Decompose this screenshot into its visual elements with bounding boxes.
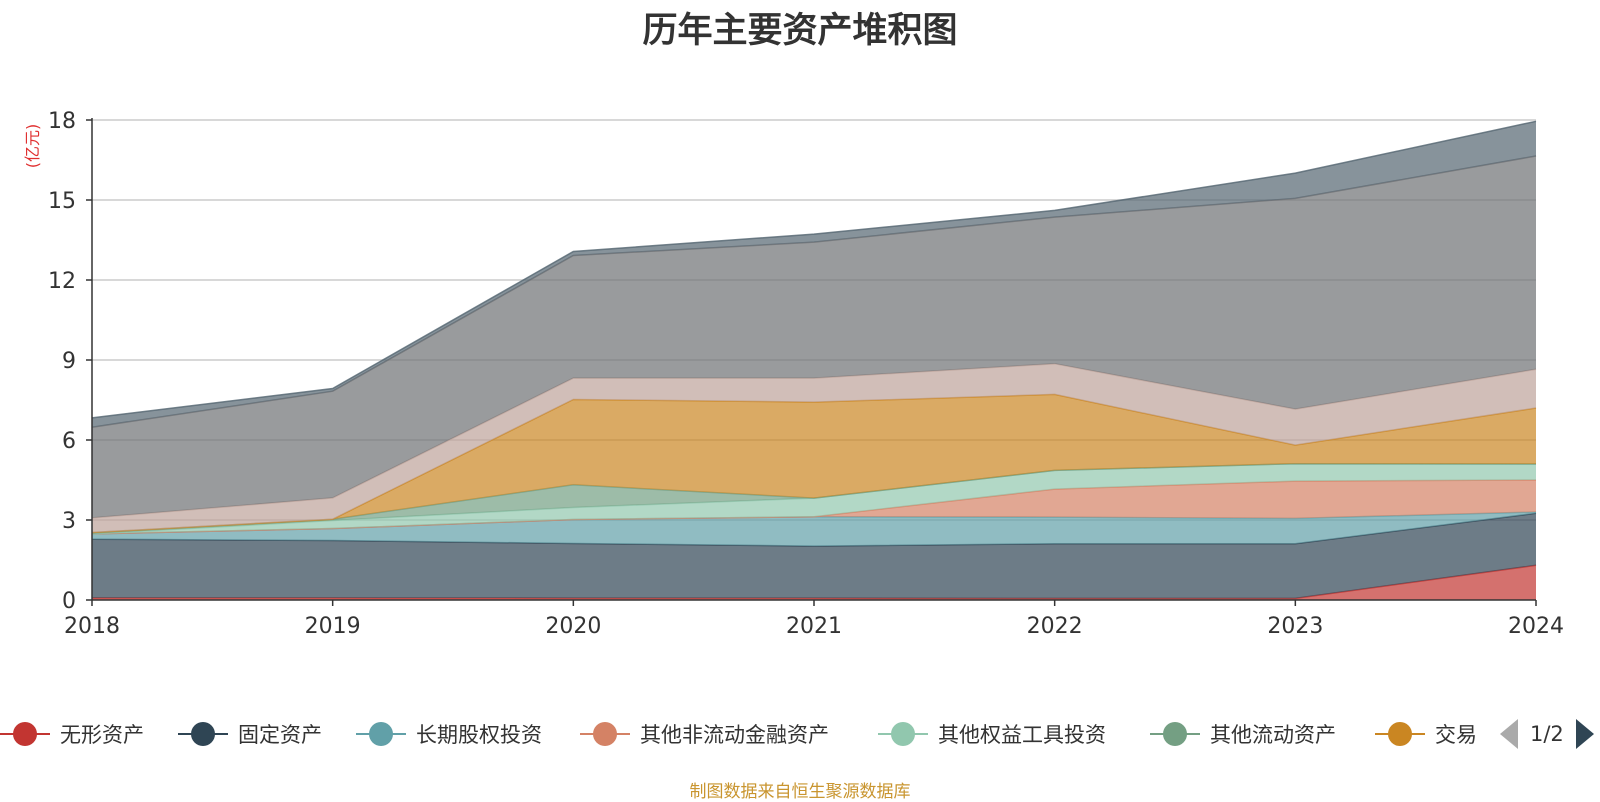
y-tick-label: 0	[62, 589, 76, 614]
chart-title: 历年主要资产堆积图	[642, 11, 958, 51]
x-tick-label: 2024	[1508, 614, 1564, 639]
legend-label: 长期股权投资	[416, 723, 542, 747]
legend-label: 其他非流动金融资产	[640, 723, 829, 747]
legend-next-page-icon[interactable]	[1575, 719, 1594, 749]
x-tick-label: 2021	[786, 614, 842, 639]
legend-dot-icon	[369, 722, 393, 746]
legend-prev-page-icon[interactable]	[1500, 719, 1518, 749]
legend-dot-icon	[1163, 722, 1187, 746]
x-tick-label: 2020	[545, 614, 601, 639]
x-tick-label: 2022	[1027, 614, 1083, 639]
data-source-note: 制图数据来自恒生聚源数据库	[689, 782, 911, 802]
legend-dot-icon	[13, 722, 37, 746]
x-tick-label: 2023	[1267, 614, 1323, 639]
y-tick-label: 6	[62, 429, 76, 454]
y-tick-label: 18	[48, 109, 76, 134]
x-tick-label: 2018	[64, 614, 120, 639]
legend-item-other-current-assets[interactable]: 其他流动资产	[1150, 718, 1336, 750]
area-series-2[interactable]	[92, 512, 1536, 547]
area-series-line-9	[91, 120, 1537, 419]
legend-dot-icon	[891, 722, 915, 746]
legend-item-long-term-equity[interactable]: 长期股权投资	[356, 718, 542, 750]
legend-dot-icon	[1388, 722, 1412, 746]
legend-label: 无形资产	[60, 723, 144, 747]
legend-pager: 1/2	[1500, 716, 1594, 752]
y-tick-label: 12	[48, 269, 76, 294]
legend-dot-icon	[191, 722, 215, 746]
legend-item-trading[interactable]: 交易	[1375, 718, 1477, 750]
area-series-1[interactable]	[92, 513, 1536, 599]
legend-item-other-noncurrent-financial[interactable]: 其他非流动金融资产	[580, 718, 829, 750]
area-series-8[interactable]	[92, 156, 1536, 518]
legend-label: 固定资产	[238, 723, 322, 747]
area-series-9[interactable]	[92, 121, 1536, 428]
legend-dot-icon	[593, 722, 617, 746]
y-tick-label: 3	[62, 509, 76, 534]
legend-page-indicator: 1/2	[1530, 722, 1564, 746]
legend-item-other-equity-instrument[interactable]: 其他权益工具投资	[878, 718, 1106, 750]
legend-item-intangible[interactable]: 无形资产	[0, 718, 144, 750]
legend-label: 其他流动资产	[1210, 723, 1336, 747]
y-tick-label: 15	[48, 189, 76, 214]
y-axis-unit-label: (亿元)	[23, 124, 42, 169]
legend: 无形资产 固定资产 长期股权投资 其他非流动金融资产 其他权益工具投资 其他流动…	[0, 718, 1600, 754]
area-series-6[interactable]	[92, 394, 1536, 533]
area-series-3[interactable]	[92, 480, 1536, 534]
legend-label: 其他权益工具投资	[938, 723, 1106, 747]
x-tick-label: 2019	[305, 614, 361, 639]
area-series-7[interactable]	[92, 363, 1536, 533]
legend-item-fixed-assets[interactable]: 固定资产	[178, 718, 322, 750]
area-series-0[interactable]	[92, 565, 1536, 600]
y-tick-label: 9	[62, 349, 76, 374]
legend-label: 交易	[1435, 723, 1477, 747]
